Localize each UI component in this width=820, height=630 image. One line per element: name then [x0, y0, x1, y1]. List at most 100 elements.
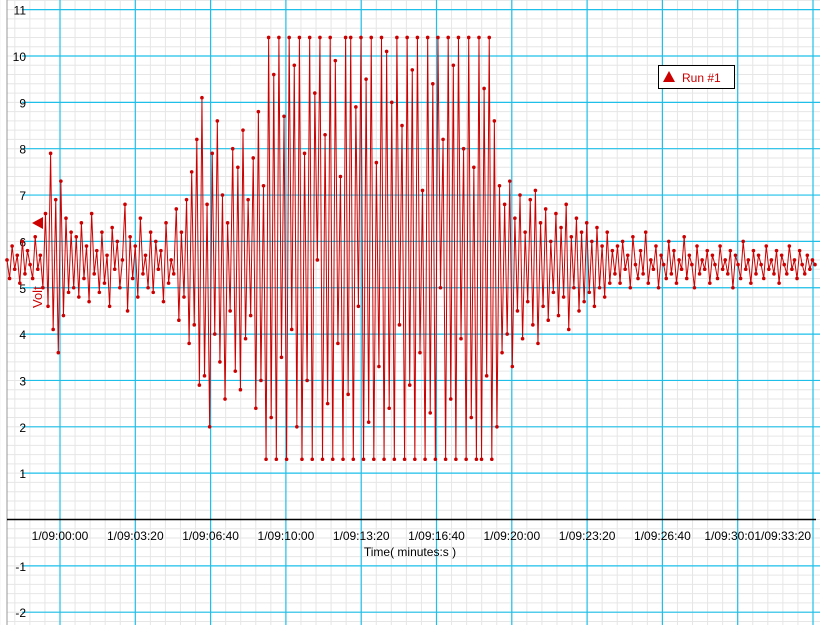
data-point	[446, 35, 450, 40]
data-point	[187, 341, 191, 346]
data-point	[800, 262, 804, 267]
series-line	[6, 37, 816, 460]
data-point	[769, 258, 774, 262]
data-point	[274, 457, 279, 462]
data-point	[266, 35, 271, 40]
data-point	[225, 221, 230, 225]
data-point	[474, 457, 479, 462]
data-point	[359, 35, 363, 40]
data-point	[723, 258, 728, 262]
legend[interactable]: Run #1	[658, 65, 735, 89]
data-point	[572, 285, 576, 290]
data-point	[307, 35, 312, 40]
data-point	[738, 276, 743, 281]
y-tick-label: 3	[19, 374, 26, 388]
data-point	[533, 188, 538, 193]
data-point	[710, 253, 715, 258]
y-tick-label: 7	[19, 189, 26, 203]
legend-box	[658, 65, 735, 89]
data-point	[46, 304, 50, 309]
data-point	[695, 244, 699, 248]
data-point	[456, 35, 461, 40]
data-point	[725, 272, 730, 276]
data-point	[754, 272, 758, 276]
data-point	[731, 285, 735, 290]
data-point	[451, 63, 456, 68]
data-point	[684, 276, 689, 281]
data-point	[15, 253, 20, 258]
data-point	[795, 276, 799, 281]
data-point	[543, 207, 548, 211]
data-point	[387, 406, 391, 411]
data-point	[23, 272, 27, 276]
data-point	[282, 114, 286, 119]
data-point	[541, 304, 545, 309]
data-point	[351, 457, 356, 462]
data-point	[746, 258, 751, 262]
data-point	[582, 299, 586, 304]
x-tick-label: 1/09:23:20	[559, 529, 616, 543]
data-point	[48, 151, 53, 156]
y-tick-label: 8	[19, 143, 26, 157]
data-point	[587, 290, 592, 295]
y-tick-label: 11	[14, 4, 27, 18]
data-point	[528, 197, 533, 202]
data-point	[643, 230, 648, 234]
data-point	[810, 258, 815, 262]
data-point	[782, 262, 787, 267]
data-point	[264, 457, 268, 462]
y-tick-label: 5	[19, 282, 26, 296]
data-point	[613, 272, 617, 276]
data-point	[628, 285, 633, 290]
data-point	[159, 248, 163, 253]
data-point	[674, 281, 679, 285]
data-point	[559, 225, 563, 230]
x-axis-label: Time( minutes:s )	[364, 545, 456, 559]
data-point	[164, 221, 168, 225]
data-point	[379, 35, 384, 40]
data-point	[418, 350, 422, 355]
legend-label: Run #1	[682, 71, 721, 85]
data-point	[605, 230, 610, 234]
data-point	[287, 35, 291, 40]
data-point	[469, 415, 474, 420]
y-tick-label: 2	[19, 421, 26, 435]
data-point	[105, 253, 109, 258]
data-point	[189, 170, 194, 174]
data-point	[228, 309, 232, 313]
data-point	[20, 239, 25, 244]
data-point	[336, 341, 340, 346]
data-point	[607, 281, 612, 285]
data-point	[100, 230, 104, 234]
data-point	[772, 272, 776, 276]
data-point	[10, 244, 14, 248]
data-point	[259, 378, 263, 383]
data-point	[713, 262, 717, 267]
data-point	[238, 387, 243, 392]
series-run-1	[5, 35, 817, 462]
data-point	[679, 267, 684, 272]
data-point	[107, 304, 112, 309]
data-point	[130, 276, 135, 281]
data-point	[520, 336, 525, 341]
data-point	[120, 258, 125, 262]
data-point	[564, 202, 568, 207]
data-point	[438, 285, 443, 290]
data-point	[84, 244, 89, 248]
data-point	[315, 258, 320, 262]
data-point	[736, 262, 740, 267]
data-point	[118, 285, 122, 290]
data-point	[518, 193, 522, 197]
data-point	[325, 401, 330, 406]
data-point	[779, 253, 784, 258]
data-point	[251, 156, 256, 160]
x-tick-label: 1/09:13:20	[333, 529, 390, 543]
data-point	[631, 234, 635, 239]
data-point	[356, 304, 361, 309]
data-point	[751, 248, 756, 253]
x-tick-label: 1/09:03:20	[107, 529, 164, 543]
data-point	[395, 35, 399, 40]
data-point	[554, 211, 558, 216]
data-point	[569, 234, 574, 239]
y-axis-marker-icon[interactable]	[32, 217, 43, 229]
